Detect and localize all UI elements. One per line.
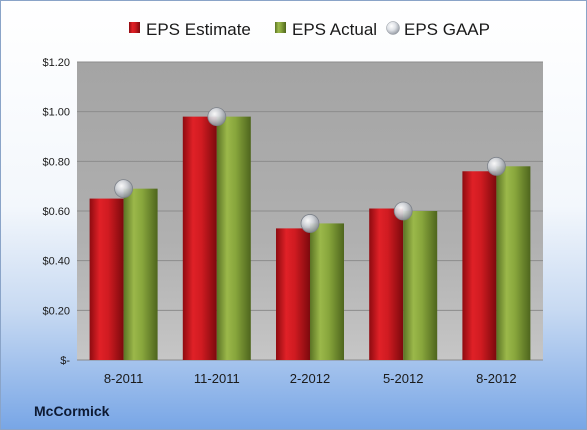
y-tick-label: $0.20: [42, 305, 70, 317]
y-tick-label: $0.80: [42, 156, 70, 168]
legend-label-gaap: EPS GAAP: [404, 20, 490, 39]
legend-label-estimate: EPS Estimate: [146, 20, 251, 39]
y-axis-ticks: $- $0.20 $0.40 $0.60 $0.80 $1.00 $1.20: [42, 57, 70, 367]
company-name: McCormick: [34, 403, 110, 419]
x-tick-label: 8-2011: [104, 371, 144, 386]
point-eps-gaap: [114, 179, 133, 199]
legend: EPS Estimate EPS Actual EPS GAAP: [129, 20, 490, 39]
y-tick-label: $0.60: [42, 206, 70, 218]
legend-item-estimate: EPS Estimate: [129, 20, 251, 39]
bar-eps-estimate: [182, 116, 217, 360]
bar-eps-estimate: [89, 198, 124, 360]
point-eps-gaap: [300, 214, 320, 233]
legend-item-gaap: EPS GAAP: [386, 20, 490, 39]
legend-label-actual: EPS Actual: [292, 20, 377, 39]
y-tick-label: $1.00: [42, 107, 70, 119]
point-eps-gaap: [393, 201, 413, 221]
legend-swatch-actual: [275, 22, 286, 33]
bars: [89, 116, 531, 360]
bar-eps-estimate: [276, 228, 310, 360]
y-tick-label: $1.20: [42, 57, 70, 69]
x-tick-label: 2-2012: [290, 371, 330, 386]
legend-swatch-estimate: [129, 22, 140, 33]
bar-eps-estimate: [369, 208, 404, 360]
y-tick-label: $-: [60, 355, 70, 367]
y-tick-label: $0.40: [42, 256, 70, 268]
bar-eps-actual: [216, 116, 251, 360]
legend-swatch-gaap: [386, 21, 400, 35]
point-eps-gaap: [486, 156, 506, 176]
point-eps-gaap: [207, 107, 227, 127]
bar-eps-actual: [123, 188, 158, 360]
bar-eps-actual: [403, 211, 438, 360]
gaap-points: [114, 107, 506, 233]
x-tick-label: 11-2011: [194, 371, 240, 386]
x-tick-label: 5-2012: [383, 371, 423, 386]
x-tick-label: 8-2012: [476, 371, 516, 386]
bar-eps-actual: [310, 223, 344, 360]
legend-item-actual: EPS Actual: [275, 20, 377, 39]
bar-eps-estimate: [462, 171, 497, 360]
bar-eps-actual: [496, 166, 531, 360]
x-axis-ticks: 8-2011 11-2011 2-2012 5-2012 8-2012: [104, 371, 517, 386]
